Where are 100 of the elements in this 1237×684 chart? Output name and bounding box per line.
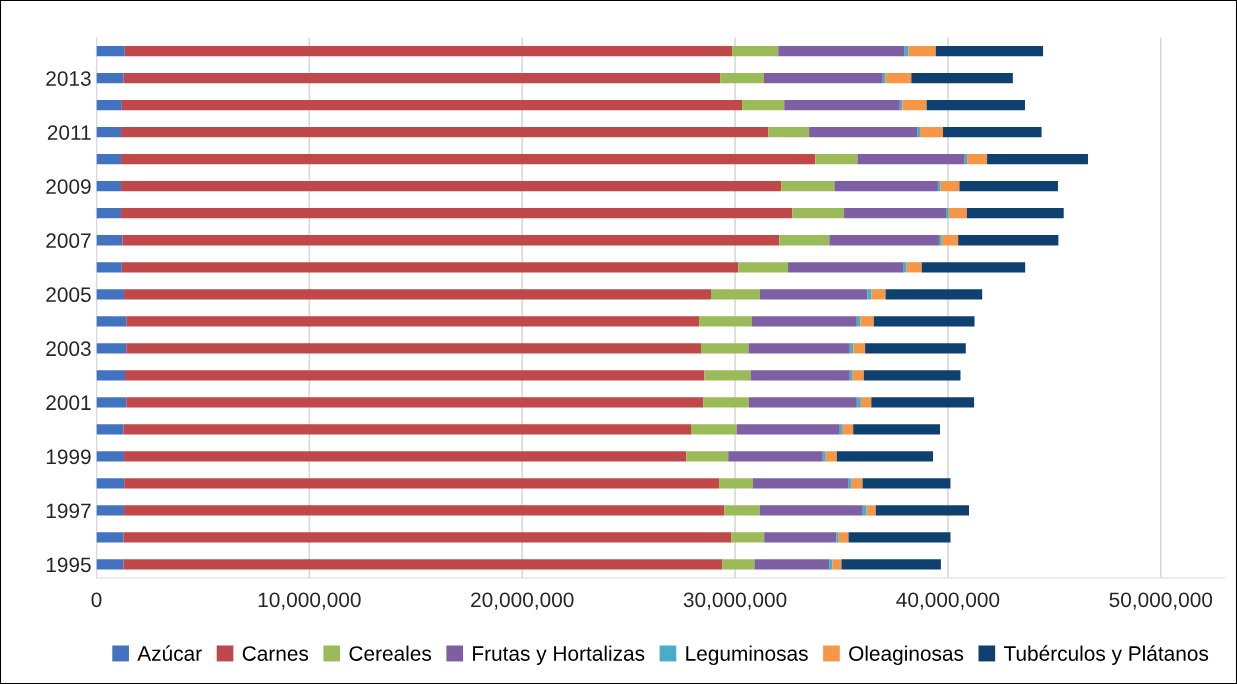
bar — [948, 208, 967, 219]
x-tick-label: 50,000,000 — [1109, 592, 1213, 610]
bar — [748, 343, 850, 354]
bar — [865, 343, 966, 354]
bar — [720, 73, 765, 84]
bar — [742, 100, 785, 111]
bar — [844, 208, 946, 219]
bar — [686, 451, 729, 462]
legend-label: Cereales — [349, 645, 432, 661]
bar — [904, 46, 909, 57]
bar — [764, 532, 837, 543]
bar — [966, 208, 1064, 219]
x-tick-label: 0 — [91, 592, 102, 608]
bar — [96, 424, 124, 435]
y-tick-label: 1995 — [46, 557, 91, 573]
bar — [860, 316, 874, 327]
bar — [882, 73, 886, 84]
bar — [809, 127, 918, 138]
y-tick-label: 1999 — [46, 449, 91, 465]
bar — [987, 154, 1088, 165]
bar — [96, 559, 124, 570]
bar — [96, 505, 124, 516]
bar — [96, 343, 127, 354]
y-tick-label: 2009 — [46, 179, 91, 194]
bar — [829, 559, 833, 570]
y-tick-label: 2007 — [46, 233, 91, 249]
bar — [120, 181, 782, 192]
bar — [838, 532, 849, 543]
bar — [935, 46, 1044, 57]
bar — [779, 235, 830, 246]
bar — [96, 370, 126, 381]
bar — [738, 262, 789, 273]
bar — [768, 127, 810, 138]
bar — [123, 451, 687, 462]
bar — [120, 208, 793, 219]
bar — [815, 154, 858, 165]
bar — [123, 73, 721, 84]
bar — [123, 505, 725, 516]
bar — [937, 181, 941, 192]
bar — [842, 424, 854, 435]
bar — [856, 397, 861, 408]
bar — [920, 127, 944, 138]
bar — [836, 532, 839, 543]
bar — [871, 397, 975, 408]
bar — [849, 370, 853, 381]
bar — [822, 451, 826, 462]
bar — [871, 289, 886, 300]
bar — [784, 100, 900, 111]
bar — [853, 424, 941, 435]
bar — [959, 181, 1058, 192]
bar — [124, 478, 720, 489]
bar — [885, 289, 983, 300]
bar — [911, 73, 1013, 84]
bar — [921, 262, 1026, 273]
bar — [96, 478, 125, 489]
bar — [96, 262, 122, 273]
bar — [96, 154, 121, 165]
bar — [711, 289, 760, 300]
bar — [728, 451, 823, 462]
bar — [836, 451, 934, 462]
bar — [867, 289, 872, 300]
y-tick-label: 2005 — [46, 287, 91, 303]
bar — [96, 208, 121, 219]
bar — [885, 73, 912, 84]
bar — [759, 289, 868, 300]
legend-label: Leguminosas — [686, 645, 808, 666]
legend-label: Oleaginosas — [849, 645, 964, 666]
bar — [860, 397, 872, 408]
bar — [731, 532, 765, 543]
bar — [940, 181, 960, 192]
bar — [752, 478, 849, 489]
bar — [906, 262, 922, 273]
bar — [96, 46, 125, 57]
bar — [691, 424, 737, 435]
x-tick-label: 40,000,000 — [896, 592, 1000, 610]
bar — [832, 559, 842, 570]
bar — [722, 559, 755, 570]
bar — [123, 424, 691, 435]
bar — [862, 505, 867, 516]
bar — [903, 262, 907, 273]
bar — [121, 100, 743, 111]
bar — [719, 478, 753, 489]
bar — [759, 505, 863, 516]
bar — [857, 154, 965, 165]
bar — [732, 46, 779, 57]
bar — [862, 478, 951, 489]
bar — [701, 343, 749, 354]
bar — [873, 316, 975, 327]
bar — [96, 316, 127, 327]
bar — [863, 370, 961, 381]
bar — [120, 127, 769, 138]
bar — [96, 127, 121, 138]
bar — [736, 424, 840, 435]
legend-label: Carnes — [242, 646, 309, 661]
bar — [967, 154, 988, 165]
bar — [96, 100, 122, 111]
bar — [938, 235, 942, 246]
x-tick-label: 30,000,000 — [683, 592, 787, 610]
y-tick-label: 2003 — [46, 341, 91, 357]
bar — [121, 262, 739, 273]
